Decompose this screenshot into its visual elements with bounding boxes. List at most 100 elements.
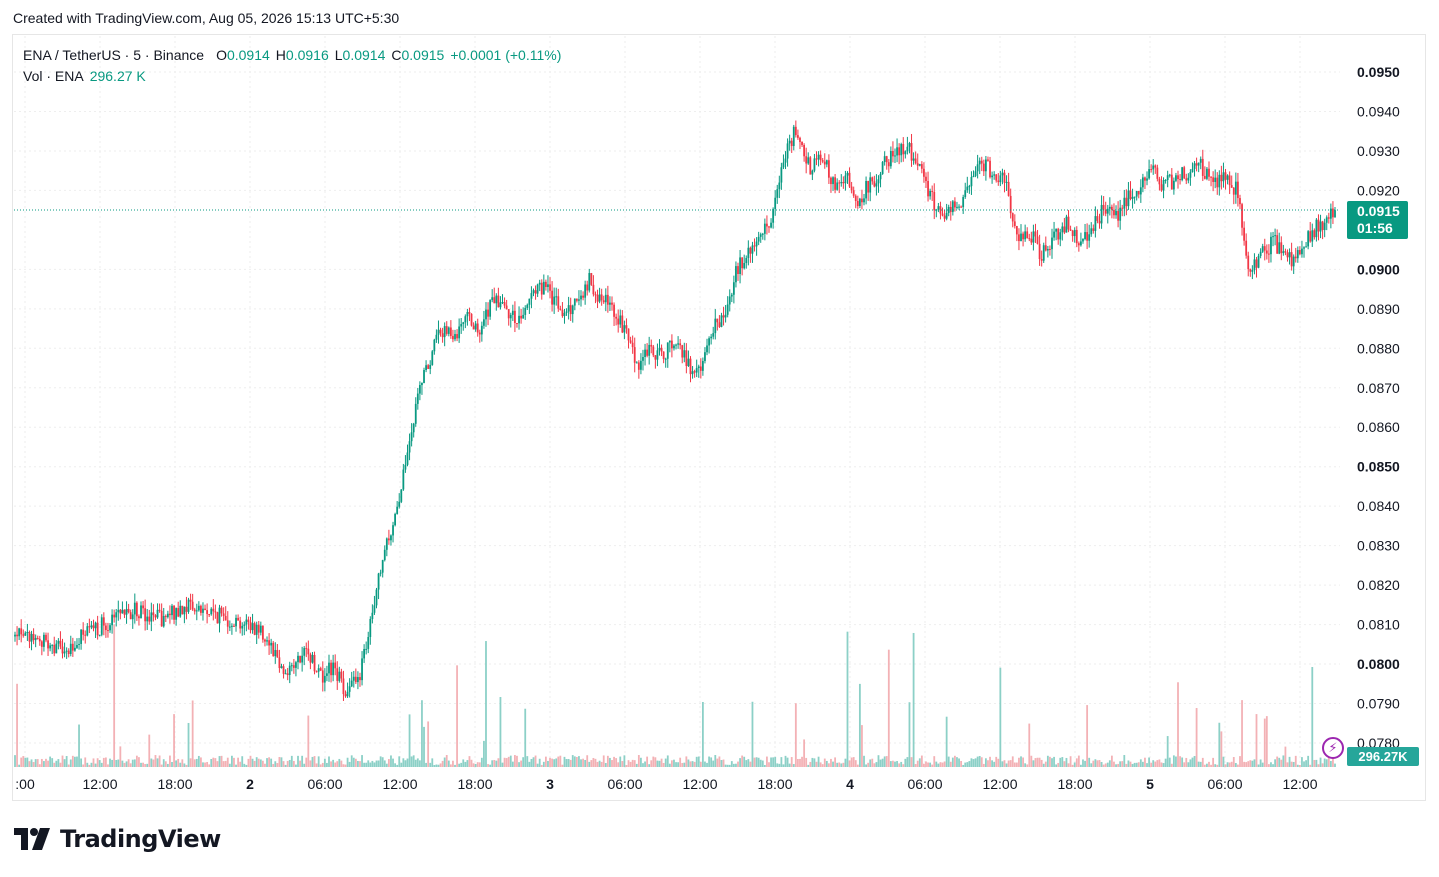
candle-body <box>629 340 632 343</box>
volume-bar <box>551 758 553 767</box>
volume-bar <box>1073 762 1076 767</box>
volume-bar <box>1175 756 1177 767</box>
volume-bar <box>121 760 124 767</box>
candle-body <box>751 245 754 254</box>
volume-bar <box>563 756 566 767</box>
candle-body <box>1051 237 1053 250</box>
volume-bar <box>334 762 337 767</box>
candle-body <box>255 624 258 635</box>
volume-bar <box>689 761 692 767</box>
candle-body <box>625 325 628 329</box>
volume-bar <box>887 649 890 767</box>
volume-bar <box>109 758 111 767</box>
candle-body <box>266 640 268 642</box>
volume-bar <box>117 759 120 767</box>
volume-bar <box>956 757 958 767</box>
volume-bar <box>264 763 266 767</box>
volume-label[interactable]: Vol · ENA <box>23 68 84 84</box>
candle-body <box>681 345 684 358</box>
volume-bar <box>518 762 520 767</box>
candle-body <box>288 665 291 676</box>
volume-bar <box>1179 756 1181 767</box>
close-label: C <box>391 47 402 63</box>
volume-bar <box>1270 762 1272 767</box>
volume-bar <box>226 757 229 767</box>
candle-body <box>1270 236 1272 255</box>
candle-body <box>1038 243 1041 260</box>
volume-bar <box>951 757 954 767</box>
time-tick-label: :00 <box>15 776 35 792</box>
volume-bar <box>741 755 744 767</box>
candle-body <box>1003 172 1006 183</box>
candle-body <box>929 190 932 197</box>
candle-body <box>427 365 430 369</box>
candle-body <box>945 213 948 219</box>
candle-body <box>600 294 603 301</box>
volume-bar <box>827 763 830 767</box>
volume-bar <box>303 763 306 767</box>
volume-bar <box>1028 723 1031 767</box>
volume-bar <box>662 762 665 767</box>
candle-body <box>491 297 494 301</box>
volume-bar <box>387 759 390 767</box>
candle-body <box>1034 231 1037 237</box>
volume-bar <box>697 756 700 767</box>
candle-body <box>202 608 204 613</box>
candle-body <box>470 313 473 326</box>
volume-bar <box>49 756 52 767</box>
volume-bar <box>193 759 196 767</box>
candle-body <box>148 616 151 622</box>
candle-body <box>24 632 27 636</box>
candle-body <box>449 327 452 336</box>
candle-body <box>1111 206 1113 210</box>
volume-bar <box>790 757 793 767</box>
volume-bar <box>648 764 651 767</box>
volume-bar <box>1013 762 1016 767</box>
volume-bar <box>619 756 622 767</box>
candle-body <box>867 181 870 193</box>
volume-bar <box>357 760 359 767</box>
candle-body <box>673 345 675 349</box>
volume-bar <box>949 761 952 767</box>
candle-body <box>1237 181 1239 199</box>
candle-body <box>396 506 399 514</box>
candle-body <box>295 662 297 668</box>
candle-body <box>1129 190 1132 199</box>
volume-bar <box>152 759 155 767</box>
brand-name: TradingView <box>60 825 221 853</box>
volume-bar <box>142 762 144 767</box>
candle-body <box>557 296 560 309</box>
volume-bar <box>542 761 545 767</box>
volume-bar <box>801 756 803 767</box>
candle-body <box>1177 175 1179 180</box>
symbol-label[interactable]: ENA / TetherUS · 5 · Binance <box>23 47 205 63</box>
open-value: 0.0914 <box>226 47 270 63</box>
candle-body <box>346 691 349 697</box>
candle-body <box>972 175 975 178</box>
volume-bar <box>197 755 200 767</box>
candle-body <box>640 360 642 370</box>
volume-bar <box>842 762 845 767</box>
volume-bar <box>875 762 878 767</box>
candle-body <box>844 175 847 184</box>
candle-body <box>571 305 574 315</box>
candle-body <box>962 197 965 208</box>
volume-bar <box>1069 756 1072 767</box>
candle-body <box>1086 232 1089 241</box>
candle-body <box>797 135 799 138</box>
brand-logo[interactable]: TradingView <box>14 824 221 854</box>
candle-body <box>439 329 442 334</box>
candle-body <box>1011 213 1014 222</box>
volume-bar <box>898 763 901 767</box>
volume-bar <box>162 759 165 767</box>
candle-body <box>1263 246 1266 251</box>
volume-bar <box>1160 762 1163 767</box>
lightning-icon[interactable]: ⚡ <box>1322 737 1344 759</box>
volume-bar <box>20 757 23 767</box>
candle-body <box>272 642 275 657</box>
volume-bar <box>666 755 669 767</box>
volume-bar <box>534 755 537 767</box>
volume-bar <box>1084 760 1086 767</box>
volume-bar <box>691 761 694 767</box>
